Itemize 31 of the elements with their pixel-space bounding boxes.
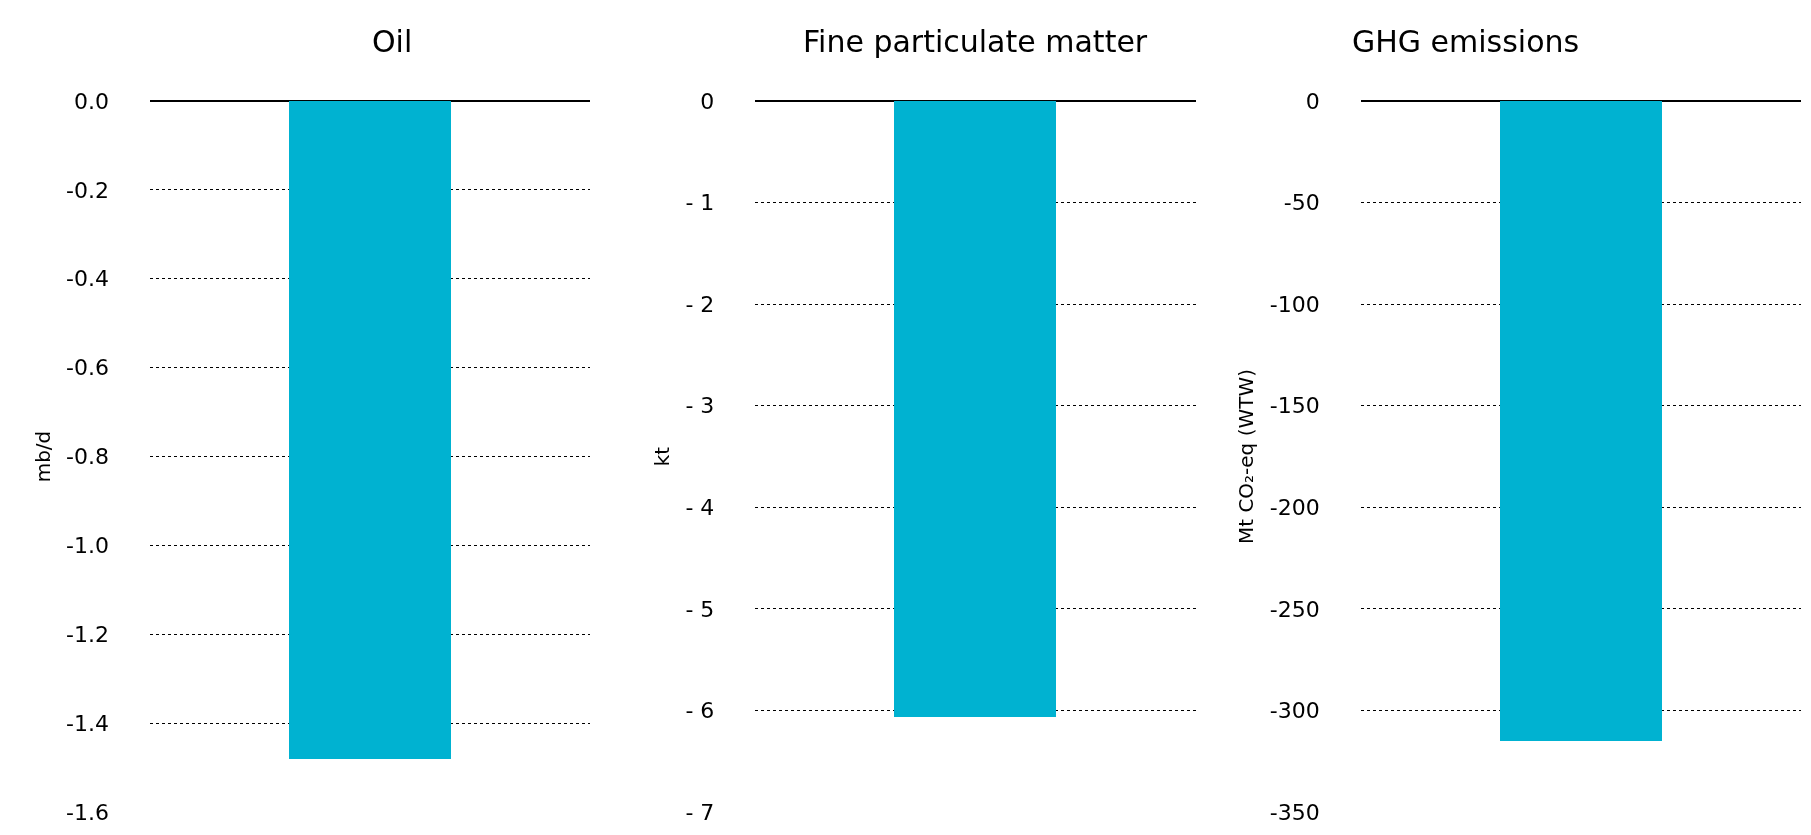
- y-tick-label: -0.2: [66, 177, 109, 203]
- y-tick-label: - 2: [685, 291, 715, 317]
- y-tick-label: -1.6: [66, 799, 109, 825]
- y-tick-label: -1.2: [66, 621, 109, 647]
- chart-title: GHG emissions: [1352, 24, 1580, 59]
- y-tick-label: - 3: [685, 393, 715, 419]
- y-tick-label: - 7: [685, 799, 715, 825]
- y-tick-label: -350: [1269, 799, 1320, 825]
- y-tick-label: -0.6: [66, 355, 109, 381]
- y-tick-label: -50: [1283, 190, 1320, 216]
- y-tick-label: -0.8: [66, 444, 109, 470]
- y-tick-label: -250: [1269, 596, 1320, 622]
- y-tick-label: -300: [1269, 698, 1320, 724]
- y-axis-title: kt: [649, 446, 674, 467]
- chart-title: Fine particulate matter: [803, 24, 1148, 59]
- y-tick-label: -1.0: [66, 533, 109, 559]
- y-axis-title: mb/d: [30, 430, 55, 483]
- y-tick-label: -100: [1269, 291, 1320, 317]
- chart-title: Oil: [372, 24, 413, 59]
- y-tick-label: - 5: [685, 596, 715, 622]
- y-tick-label: -200: [1269, 494, 1320, 520]
- y-tick-label: 0.0: [74, 88, 109, 114]
- y-tick-label: 0: [1305, 88, 1320, 114]
- y-tick-label: -1.4: [66, 710, 109, 736]
- y-tick-label: 0: [700, 88, 715, 114]
- y-tick-label: - 4: [685, 494, 715, 520]
- y-tick-label: -150: [1269, 393, 1320, 419]
- y-tick-label: - 1: [685, 190, 715, 216]
- y-tick-label: - 6: [685, 698, 715, 724]
- y-axis-title: Mt CO₂-eq (WTW): [1234, 368, 1259, 545]
- y-tick-label: -0.4: [66, 266, 109, 292]
